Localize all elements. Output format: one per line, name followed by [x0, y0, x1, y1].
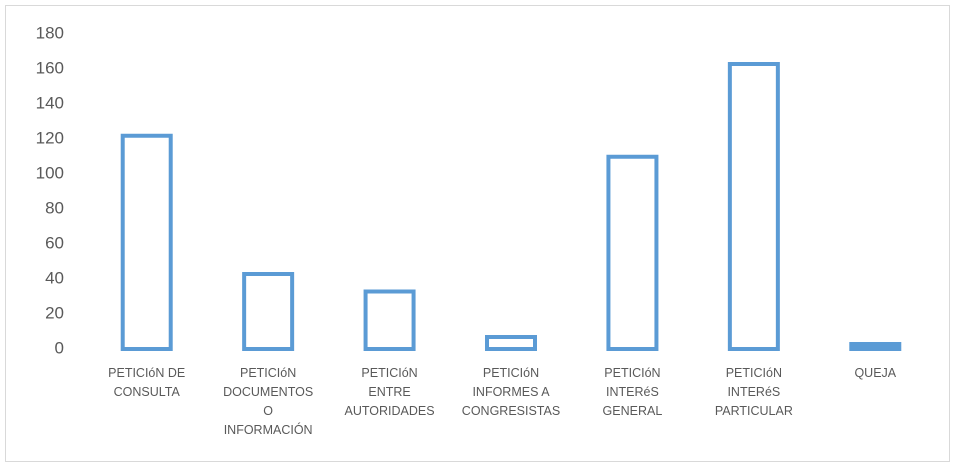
y-tick-label: 100: [36, 163, 64, 182]
y-tick-label: 120: [36, 128, 64, 147]
bar: [849, 342, 902, 351]
y-tick-label: 140: [36, 93, 64, 112]
bar: [120, 133, 173, 351]
y-tick-label: 160: [36, 58, 64, 77]
bar: [363, 289, 416, 351]
x-tick-label: PETICIóN INTERéS PARTICULAR: [714, 366, 793, 418]
y-tick-label: 40: [45, 268, 64, 287]
y-tick-label: 0: [55, 338, 64, 357]
y-tick-label: 180: [36, 23, 64, 42]
bar: [242, 272, 295, 351]
x-tick-label: PETICIóN ENTRE AUTORIDADES: [344, 366, 435, 418]
y-tick-label: 20: [45, 303, 64, 322]
bar: [485, 335, 537, 351]
y-tick-label: 60: [45, 233, 64, 252]
y-tick-label: 80: [45, 198, 64, 217]
x-tick-label: QUEJA: [854, 366, 897, 380]
x-tick-label: PETICIóN DOCUMENTOS O INFORMACIÓN: [223, 366, 314, 437]
bar: [606, 154, 659, 351]
x-tick-label: PETICIóN INTERéS GENERAL: [602, 366, 663, 418]
x-tick-label: PETICIóN INFORMES A CONGRESISTAS: [461, 366, 561, 418]
bar: [727, 62, 780, 351]
x-tick-label: PETICIóN DE CONSULTA: [108, 366, 186, 399]
